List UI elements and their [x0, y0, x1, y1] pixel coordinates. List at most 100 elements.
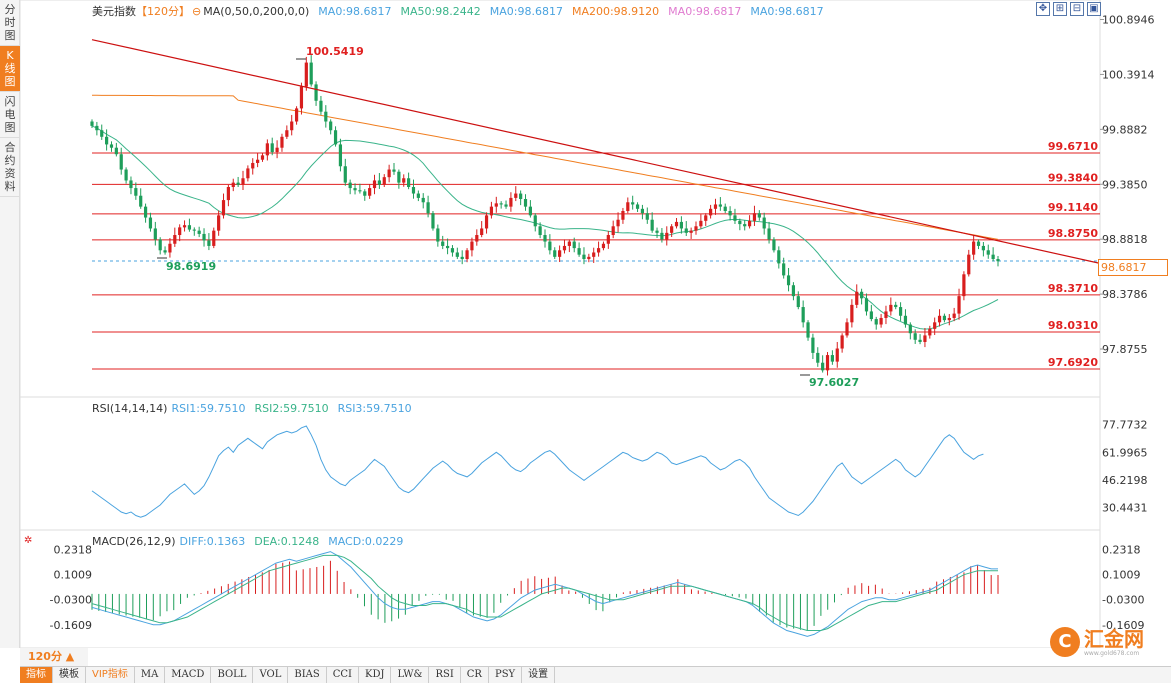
- candle-body: [942, 315, 947, 321]
- candle-body: [786, 275, 791, 286]
- candle-body: [109, 144, 114, 148]
- candle-body: [855, 291, 859, 305]
- candle-body: [806, 322, 810, 338]
- tab-4[interactable]: MACD: [165, 667, 212, 683]
- candle-body: [665, 232, 669, 240]
- candle-body: [139, 195, 143, 207]
- candle-body: [923, 335, 927, 342]
- candle-body: [821, 362, 825, 371]
- rsi-name: RSI(14,14,14): [92, 402, 168, 415]
- main-legend-item: MA50:98.2442: [400, 5, 481, 18]
- candle-body: [299, 86, 304, 109]
- candle-body: [319, 100, 323, 112]
- candle-body: [528, 206, 532, 216]
- period-selector[interactable]: 120分 ▲: [20, 648, 88, 666]
- candle-body: [182, 225, 187, 228]
- trend-line[interactable]: [91, 39, 1101, 264]
- candle-body: [377, 180, 381, 185]
- tab-5[interactable]: BOLL: [211, 667, 254, 683]
- restore-icon[interactable]: ▣: [1087, 2, 1101, 16]
- tab-7[interactable]: BIAS: [288, 667, 327, 683]
- tab-10[interactable]: LW&: [391, 667, 430, 683]
- tab-2[interactable]: VIP指标: [86, 667, 135, 683]
- rsi-pane[interactable]: [20, 396, 1101, 531]
- candle-body: [290, 121, 294, 131]
- level-label: 99.1140: [1048, 201, 1098, 214]
- level-label: 99.6710: [1048, 140, 1098, 153]
- candle-body: [894, 304, 898, 308]
- candle-body: [416, 193, 420, 198]
- tab-9[interactable]: KDJ: [359, 667, 392, 683]
- candle-body: [650, 219, 654, 231]
- candle-body: [212, 230, 216, 246]
- candle-body: [265, 143, 269, 156]
- candle-body: [713, 204, 718, 209]
- tab-6[interactable]: VOL: [253, 667, 289, 683]
- rsi-tick-label: 77.7732: [1102, 419, 1148, 432]
- candle-body: [621, 211, 625, 220]
- candle-body: [558, 250, 562, 257]
- rsi-series: [91, 425, 984, 518]
- candle-body: [475, 235, 479, 242]
- macd-pane[interactable]: [20, 529, 1101, 648]
- candle-body: [699, 220, 703, 227]
- tab-8[interactable]: CCI: [327, 667, 359, 683]
- ma-params: MA(0,50,0,200,0,0): [203, 5, 310, 18]
- collapse-icon[interactable]: ⊟: [1070, 2, 1084, 16]
- candle-body: [134, 188, 138, 196]
- tab-14[interactable]: 设置: [522, 667, 556, 683]
- ma50-line: [91, 125, 999, 330]
- macd-left-tick-label: -0.1609: [50, 619, 92, 632]
- candle-body: [124, 169, 128, 181]
- macd-left-tick-label: 0.1009: [54, 568, 93, 581]
- candle-body: [324, 111, 328, 122]
- tab-13[interactable]: PSY: [489, 667, 523, 683]
- candle-body: [933, 322, 937, 329]
- candle-body: [616, 219, 620, 227]
- main-legend-item: MA0:98.6817: [750, 5, 824, 18]
- candle-body: [270, 143, 274, 153]
- candle-body: [767, 228, 771, 240]
- candle-body: [777, 250, 781, 264]
- axis-labels: 100.8946 100.3914 99.8882 99.3850 98.8818 98.…: [50, 14, 1155, 632]
- candle-body: [119, 154, 123, 170]
- candle-body: [743, 224, 747, 227]
- candle-body: [582, 254, 586, 260]
- chart-canvas: 99.6710 99.3840 99.1140 98.8750 98.3710 98.03…: [20, 0, 1155, 648]
- candle-body: [816, 352, 820, 363]
- left-tab-0[interactable]: 分时图: [0, 0, 20, 46]
- expand-icon[interactable]: ⊞: [1053, 2, 1067, 16]
- candle-body: [368, 188, 372, 196]
- candle-body: [358, 190, 362, 192]
- move-icon[interactable]: ✥: [1036, 2, 1050, 16]
- tab-12[interactable]: CR: [461, 667, 489, 683]
- candle-body: [421, 197, 425, 203]
- candle-body: [348, 182, 352, 189]
- candle-body: [572, 241, 576, 249]
- left-tab-3[interactable]: 合约资料: [0, 138, 20, 197]
- candle-body: [426, 202, 430, 214]
- candle-body: [387, 169, 391, 178]
- left-tab-2[interactable]: 闪电图: [0, 92, 20, 138]
- candle-body: [221, 200, 226, 216]
- candle-body: [470, 241, 474, 251]
- candle-body: [382, 177, 386, 185]
- tab-1[interactable]: 模板: [53, 667, 86, 683]
- candle-body: [947, 317, 951, 321]
- candle-body: [363, 191, 367, 196]
- candle-body: [163, 250, 167, 253]
- candle-body: [187, 225, 192, 230]
- candle-body: [489, 206, 494, 216]
- macd-settings-icon: ✲: [24, 535, 32, 546]
- candle-body: [90, 121, 94, 126]
- tab-11[interactable]: RSI: [429, 667, 461, 683]
- settings-icon[interactable]: ⊖: [192, 5, 202, 18]
- candle-body: [543, 235, 547, 242]
- rsi-legend: RSI(14,14,14) RSI1:59.7510 RSI2:59.7510 RSI…: [92, 402, 430, 415]
- candle-body: [329, 121, 333, 131]
- tab-0[interactable]: 指标: [20, 667, 53, 683]
- candle-body: [898, 307, 903, 316]
- candle-body: [129, 180, 133, 189]
- tab-3[interactable]: MA: [135, 667, 166, 683]
